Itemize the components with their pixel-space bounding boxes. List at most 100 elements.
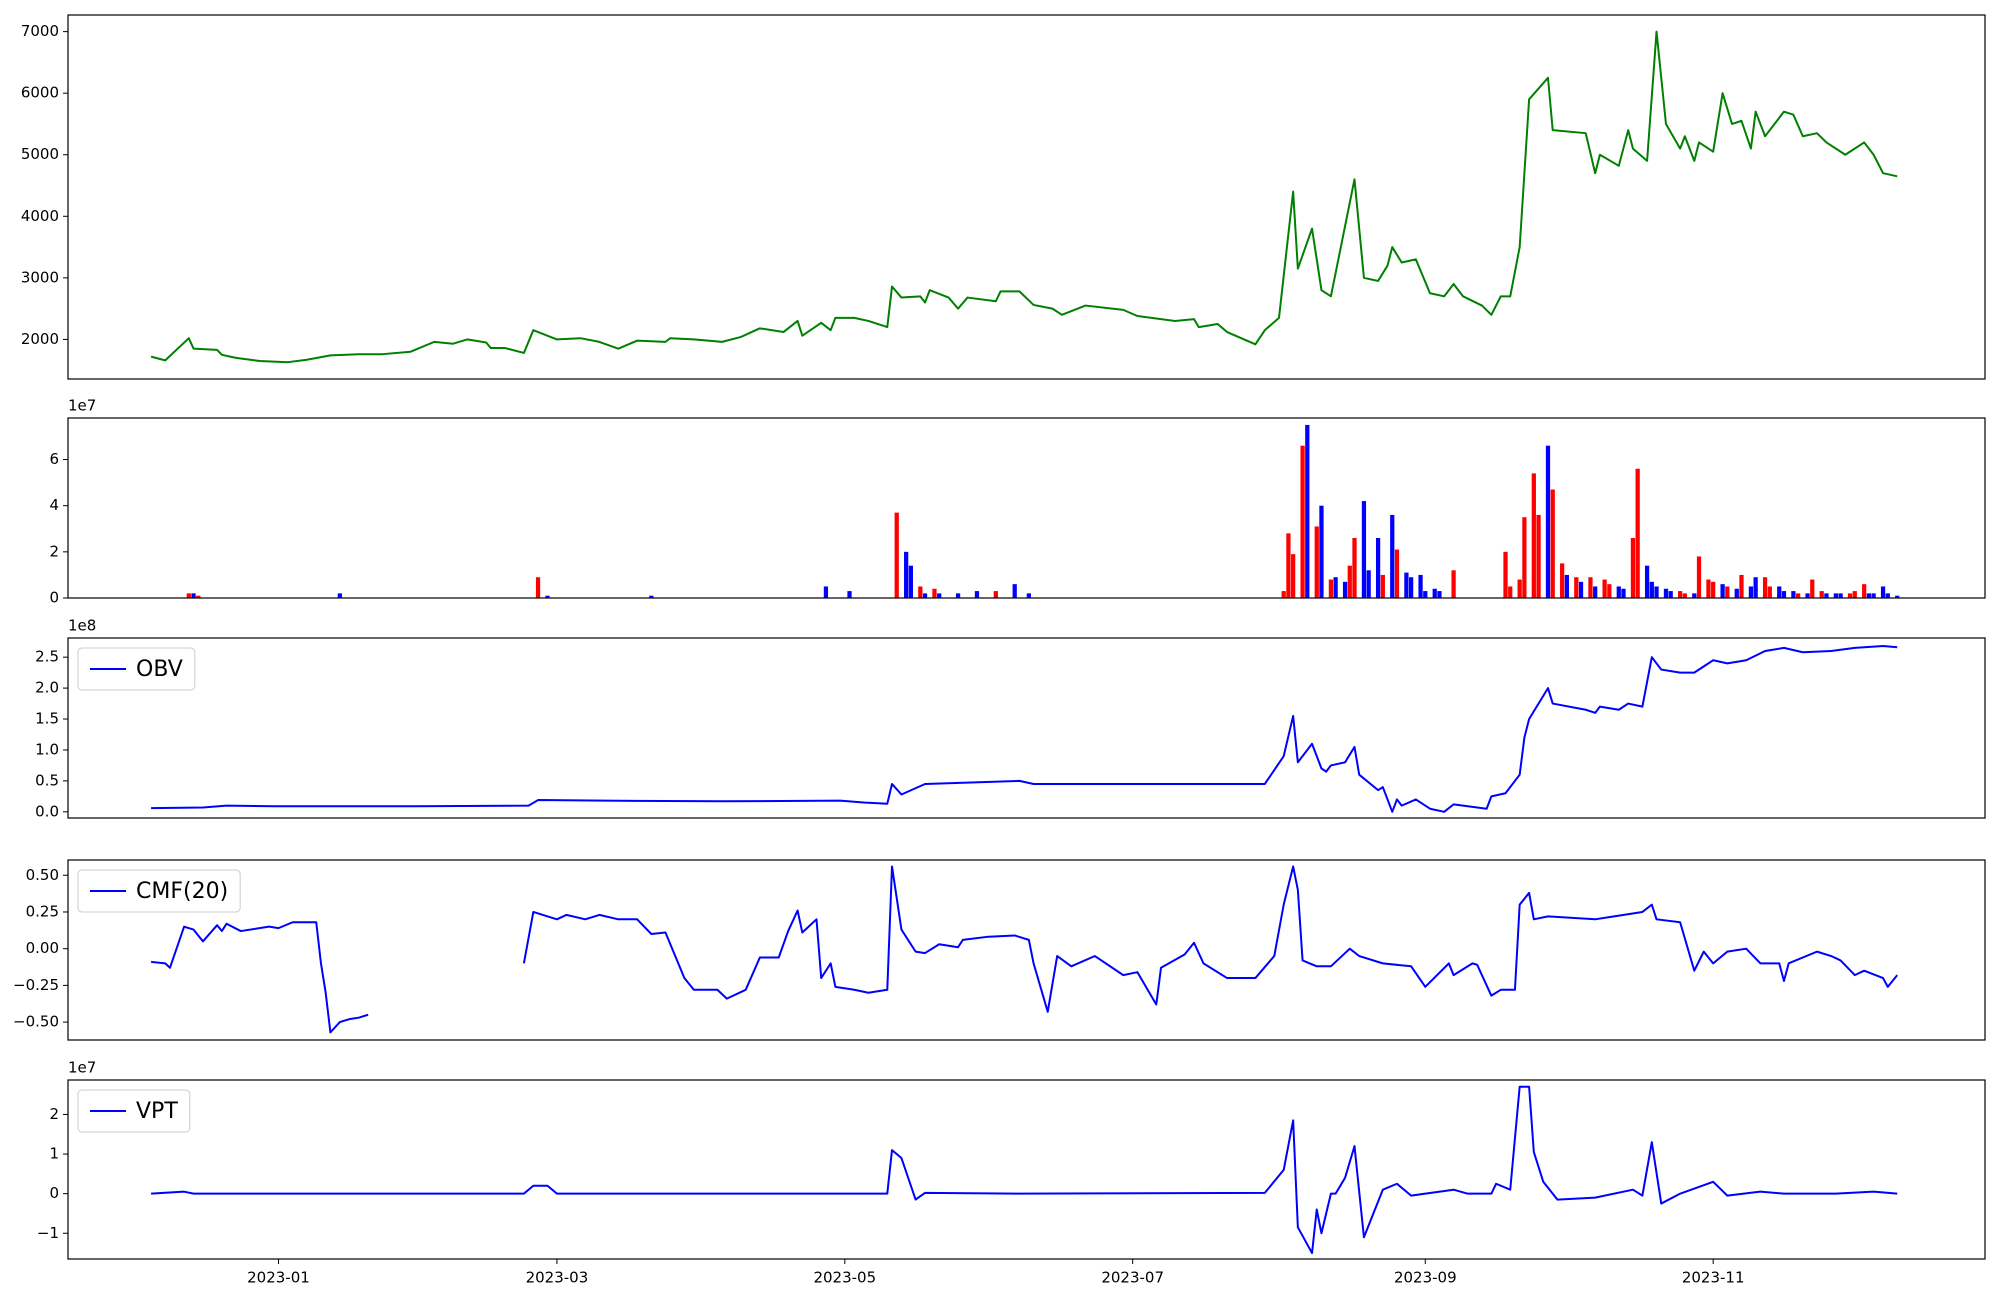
bar bbox=[1404, 572, 1409, 598]
legend-box bbox=[77, 647, 196, 691]
bar bbox=[932, 588, 937, 598]
bar bbox=[1375, 538, 1381, 598]
bar bbox=[1663, 588, 1669, 598]
y-tick-label: 0 bbox=[49, 589, 59, 607]
bar bbox=[1805, 593, 1810, 598]
bar bbox=[1852, 591, 1857, 598]
bar bbox=[1762, 577, 1768, 598]
line bbox=[150, 30, 1898, 364]
bar bbox=[1328, 579, 1334, 598]
bar bbox=[1451, 570, 1456, 598]
y-tick-label: 7000 bbox=[21, 22, 59, 40]
panel: −1 0 1 2 1e7 2023-01 2023-03 2023-05 2023-07 2023… bbox=[37, 1059, 1986, 1287]
bar bbox=[1602, 579, 1607, 598]
bar bbox=[649, 595, 654, 598]
bar bbox=[1012, 584, 1017, 598]
bar bbox=[1026, 593, 1031, 598]
y-tick-label: 2000 bbox=[21, 330, 59, 348]
bar bbox=[1281, 591, 1286, 598]
bar bbox=[937, 593, 942, 598]
bar bbox=[1649, 581, 1654, 598]
bar bbox=[1333, 577, 1338, 598]
legend-label: OBV bbox=[136, 657, 183, 682]
bar bbox=[1423, 591, 1428, 598]
y-tick-label: 3000 bbox=[21, 268, 59, 286]
bar bbox=[1314, 526, 1319, 598]
bar bbox=[1895, 595, 1900, 598]
bar bbox=[1607, 584, 1612, 598]
legend-box bbox=[77, 1089, 191, 1133]
y-tick-label: −0.50 bbox=[13, 1013, 59, 1031]
bar bbox=[1574, 577, 1579, 598]
bar bbox=[1777, 586, 1782, 598]
bar bbox=[1819, 591, 1824, 598]
bar bbox=[1503, 551, 1508, 598]
bar bbox=[1418, 574, 1423, 598]
axes-frame bbox=[67, 859, 1986, 1041]
bar bbox=[1390, 514, 1395, 598]
y-tick-label: 6000 bbox=[21, 84, 59, 102]
bar bbox=[1564, 574, 1569, 598]
y-tick-label: 0 bbox=[49, 1184, 59, 1202]
bar bbox=[1560, 563, 1565, 598]
bar bbox=[1654, 586, 1659, 598]
legend: VPT bbox=[77, 1089, 191, 1133]
y-tick-label: 6 bbox=[49, 450, 59, 468]
bar bbox=[1810, 579, 1815, 598]
bar bbox=[1545, 445, 1551, 598]
y-tick-label: 2.0 bbox=[35, 679, 59, 697]
bar bbox=[904, 551, 909, 598]
bar bbox=[847, 591, 852, 598]
y-tick-label: 1 bbox=[49, 1145, 59, 1163]
y-tick-label: −1 bbox=[37, 1224, 59, 1242]
legend: CMF(20) bbox=[77, 869, 241, 913]
bar bbox=[1432, 588, 1437, 598]
bar bbox=[196, 595, 201, 598]
legend-label: CMF(20) bbox=[136, 879, 228, 904]
bar bbox=[1824, 593, 1829, 598]
axes-frame bbox=[67, 14, 1986, 380]
bar bbox=[1696, 556, 1702, 598]
y-tick-label: 0.0 bbox=[35, 802, 59, 820]
bar bbox=[1706, 579, 1711, 598]
bar bbox=[1720, 584, 1725, 598]
bar bbox=[894, 512, 899, 598]
x-tick-label: 2023-07 bbox=[1101, 1269, 1164, 1287]
bar bbox=[1678, 591, 1683, 598]
y-tick-label: 2 bbox=[49, 542, 59, 560]
bar bbox=[1791, 591, 1796, 598]
bar bbox=[1748, 586, 1754, 598]
bar bbox=[974, 591, 980, 598]
bar bbox=[1753, 577, 1758, 598]
bar bbox=[1781, 591, 1787, 598]
axes-frame bbox=[67, 417, 1986, 599]
y-tick-label: −0.25 bbox=[13, 976, 59, 994]
bar bbox=[1593, 586, 1598, 598]
x-tick-label: 2023-03 bbox=[526, 1269, 589, 1287]
bar bbox=[1862, 584, 1867, 598]
bar bbox=[918, 586, 923, 598]
bar bbox=[1871, 593, 1876, 598]
line bbox=[151, 1085, 1898, 1255]
bar bbox=[1668, 591, 1673, 598]
bar bbox=[1725, 586, 1730, 598]
y-tick-label: 1.5 bbox=[35, 710, 59, 728]
bar bbox=[1536, 514, 1541, 598]
offset-label: 1e8 bbox=[68, 617, 96, 635]
bar bbox=[1319, 505, 1324, 598]
bar bbox=[922, 593, 928, 598]
panel: −0.50 −0.25 0.00 0.25 0.50 CMF(20) bbox=[13, 859, 1986, 1041]
bar bbox=[1394, 549, 1400, 598]
bar bbox=[535, 577, 541, 598]
x-tick-label: 2023-09 bbox=[1394, 1269, 1457, 1287]
bar bbox=[1342, 581, 1348, 598]
bar bbox=[955, 593, 961, 598]
bar bbox=[1635, 468, 1640, 598]
y-tick-label: 2 bbox=[49, 1105, 59, 1123]
legend-label: VPT bbox=[136, 1099, 178, 1124]
bar bbox=[1550, 489, 1555, 598]
y-tick-label: 0.25 bbox=[26, 902, 59, 920]
bar bbox=[1682, 593, 1687, 598]
bar bbox=[1300, 445, 1305, 598]
bar bbox=[1361, 501, 1367, 598]
